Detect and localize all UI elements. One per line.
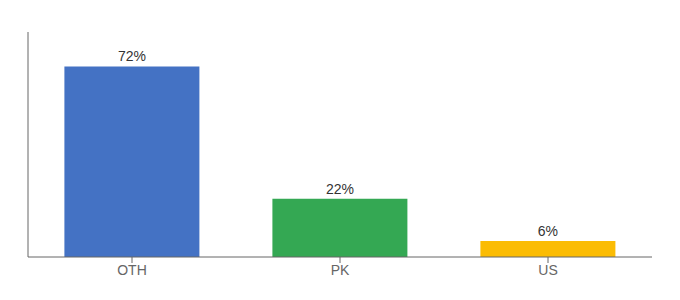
svg-text:PK: PK [331,262,350,278]
svg-text:72%: 72% [118,48,146,64]
svg-text:22%: 22% [326,181,354,197]
svg-text:OTH: OTH [117,262,147,278]
svg-text:US: US [538,262,557,278]
svg-text:6%: 6% [538,223,558,239]
